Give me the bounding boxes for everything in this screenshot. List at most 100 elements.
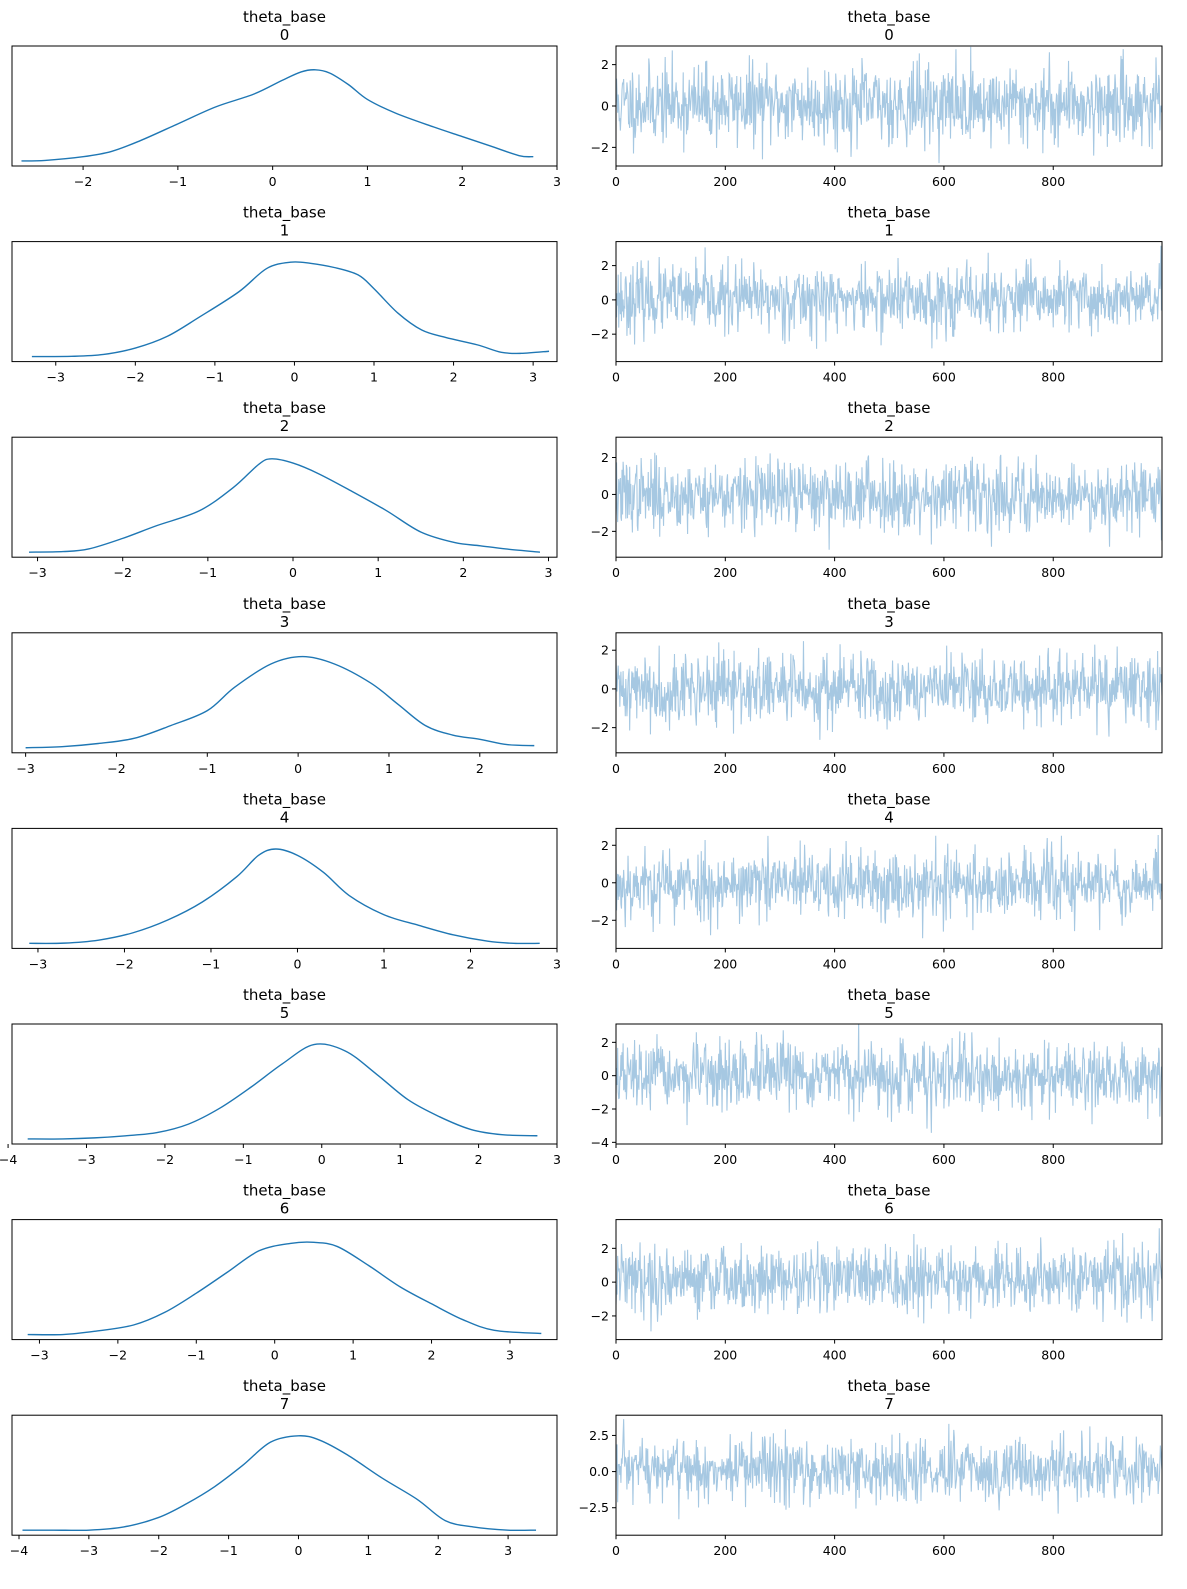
panel-title: theta_base bbox=[243, 1377, 326, 1396]
panel-subtitle: 0 bbox=[280, 26, 290, 44]
x-tick-label: 3 bbox=[553, 174, 561, 189]
panel-subtitle: 7 bbox=[280, 1395, 290, 1413]
x-tick-label: 600 bbox=[932, 174, 956, 189]
x-tick-label: 800 bbox=[1041, 174, 1065, 189]
y-tick-label: 0 bbox=[601, 1275, 609, 1290]
x-tick-label: 400 bbox=[823, 761, 847, 776]
x-tick-label: 0 bbox=[612, 565, 620, 580]
x-tick-label: 3 bbox=[553, 1152, 561, 1167]
kde-line bbox=[31, 261, 550, 358]
x-tick-label: 2 bbox=[476, 761, 484, 776]
x-tick-label: −3 bbox=[30, 1348, 48, 1363]
x-tick-label: −2 bbox=[115, 956, 133, 971]
trace-line bbox=[616, 1024, 1162, 1133]
y-tick-label: 2 bbox=[601, 1035, 609, 1050]
y-tick-label: 0 bbox=[601, 99, 609, 114]
panel-subtitle: 5 bbox=[884, 1004, 894, 1022]
x-tick-label: 400 bbox=[823, 174, 847, 189]
x-tick-label: 0 bbox=[612, 370, 620, 385]
x-tick-label: −1 bbox=[199, 565, 217, 580]
panel-subtitle: 3 bbox=[884, 613, 894, 631]
x-tick-label: 1 bbox=[364, 1543, 372, 1558]
panel-title: theta_base bbox=[848, 399, 931, 418]
kde-line bbox=[22, 1435, 537, 1532]
y-tick-label: 0.0 bbox=[589, 1464, 609, 1479]
x-tick-label: 0 bbox=[612, 1543, 620, 1558]
axes-frame bbox=[11, 632, 558, 754]
kde-line bbox=[27, 1241, 542, 1336]
x-tick-label: 1 bbox=[374, 565, 382, 580]
x-tick-label: 600 bbox=[932, 370, 956, 385]
x-tick-label: 3 bbox=[545, 565, 553, 580]
panel-subtitle: 4 bbox=[280, 808, 290, 826]
axes-frame bbox=[615, 45, 1163, 167]
panel-subtitle: 0 bbox=[884, 26, 894, 44]
panel-subtitle: 6 bbox=[884, 1200, 894, 1218]
x-tick-label: 800 bbox=[1041, 1543, 1065, 1558]
x-tick-label: 200 bbox=[713, 565, 737, 580]
x-tick-label: 800 bbox=[1041, 565, 1065, 580]
x-tick-label: 200 bbox=[713, 1543, 737, 1558]
x-tick-label: 0 bbox=[293, 956, 301, 971]
x-tick-label: 0 bbox=[612, 1152, 620, 1167]
x-tick-label: 0 bbox=[612, 1348, 620, 1363]
y-tick-label: 2 bbox=[601, 450, 609, 465]
panel-title: theta_base bbox=[243, 399, 326, 418]
x-tick-label: 800 bbox=[1041, 761, 1065, 776]
axes-frame bbox=[615, 1414, 1163, 1536]
y-tick-label: 2 bbox=[601, 57, 609, 72]
trace-line bbox=[616, 452, 1162, 550]
kde-line bbox=[29, 458, 541, 553]
axes-frame bbox=[615, 241, 1163, 363]
x-tick-label: 200 bbox=[713, 1348, 737, 1363]
panel-title: theta_base bbox=[848, 1182, 931, 1201]
y-tick-label: −2 bbox=[591, 1102, 609, 1117]
y-tick-label: −2 bbox=[591, 1308, 609, 1323]
kde-line bbox=[21, 69, 534, 162]
y-tick-label: −2 bbox=[591, 524, 609, 539]
panel-subtitle: 1 bbox=[884, 222, 894, 240]
panel-title: theta_base bbox=[848, 790, 931, 809]
x-tick-label: −2 bbox=[156, 1152, 174, 1167]
panel-title: theta_base bbox=[848, 986, 931, 1005]
x-tick-label: −3 bbox=[77, 1152, 95, 1167]
y-tick-label: −2 bbox=[591, 140, 609, 155]
x-tick-label: −1 bbox=[206, 370, 224, 385]
panel-subtitle: 5 bbox=[280, 1004, 290, 1022]
x-tick-label: −2 bbox=[113, 565, 131, 580]
y-tick-label: 0 bbox=[601, 681, 609, 696]
x-tick-label: 2 bbox=[434, 1543, 442, 1558]
x-tick-label: −3 bbox=[47, 370, 65, 385]
x-tick-label: 2 bbox=[467, 956, 475, 971]
x-tick-label: 600 bbox=[932, 761, 956, 776]
trace-line bbox=[616, 1419, 1162, 1520]
x-tick-label: 800 bbox=[1041, 370, 1065, 385]
trace-line bbox=[616, 834, 1162, 939]
x-tick-label: 600 bbox=[932, 1152, 956, 1167]
x-tick-label: −2 bbox=[150, 1543, 168, 1558]
x-tick-label: 0 bbox=[294, 761, 302, 776]
x-tick-label: 200 bbox=[713, 1152, 737, 1167]
y-tick-label: −2 bbox=[591, 720, 609, 735]
x-tick-label: 0 bbox=[318, 1152, 326, 1167]
y-tick-label: 2 bbox=[601, 643, 609, 658]
x-tick-label: 1 bbox=[380, 956, 388, 971]
x-tick-label: 0 bbox=[612, 956, 620, 971]
x-tick-label: 200 bbox=[713, 174, 737, 189]
trace-line bbox=[616, 46, 1162, 164]
panel-subtitle: 4 bbox=[884, 808, 894, 826]
trace-line bbox=[616, 1228, 1162, 1332]
x-tick-label: −3 bbox=[29, 956, 47, 971]
axes-frame bbox=[11, 827, 558, 949]
x-tick-label: 3 bbox=[529, 370, 537, 385]
